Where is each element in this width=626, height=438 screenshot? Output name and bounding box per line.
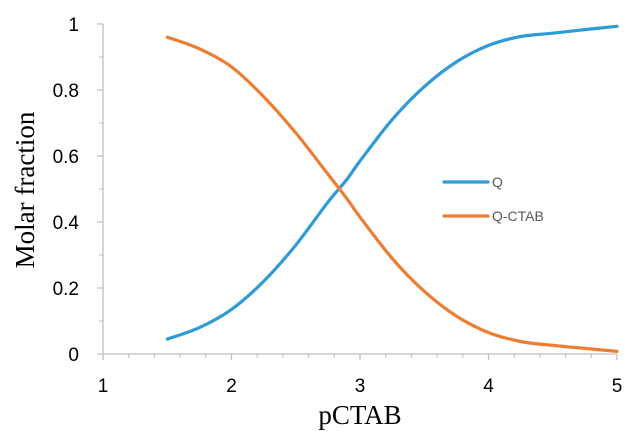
legend-label-q-ctab: Q-CTAB <box>492 208 544 224</box>
y-tick-label: 1 <box>68 15 79 36</box>
series-line-q-ctab <box>165 35 619 353</box>
y-tick-label: 0.2 <box>53 279 79 300</box>
x-tick-label: 4 <box>483 376 494 397</box>
x-tick-label: 1 <box>98 376 109 397</box>
y-tick-label: 0.6 <box>53 147 79 168</box>
legend: Q Q-CTAB <box>442 174 544 224</box>
x-tick-label: 5 <box>612 376 623 397</box>
x-tick-label: 3 <box>355 376 366 397</box>
y-tick-label: 0 <box>68 345 79 366</box>
x-axis-title: pCTAB <box>318 400 401 430</box>
series-line-q <box>165 24 619 341</box>
x-tick-label: 2 <box>226 376 237 397</box>
y-axis-title: Molar fraction <box>10 111 40 268</box>
y-tick-label: 0.8 <box>53 81 79 102</box>
axes: 1 2 3 4 5 0 0.2 0.4 0.6 0.8 1 <box>53 15 623 397</box>
series-layer <box>165 24 619 353</box>
y-tick-label: 0.4 <box>53 213 80 234</box>
legend-label-q: Q <box>492 174 503 190</box>
